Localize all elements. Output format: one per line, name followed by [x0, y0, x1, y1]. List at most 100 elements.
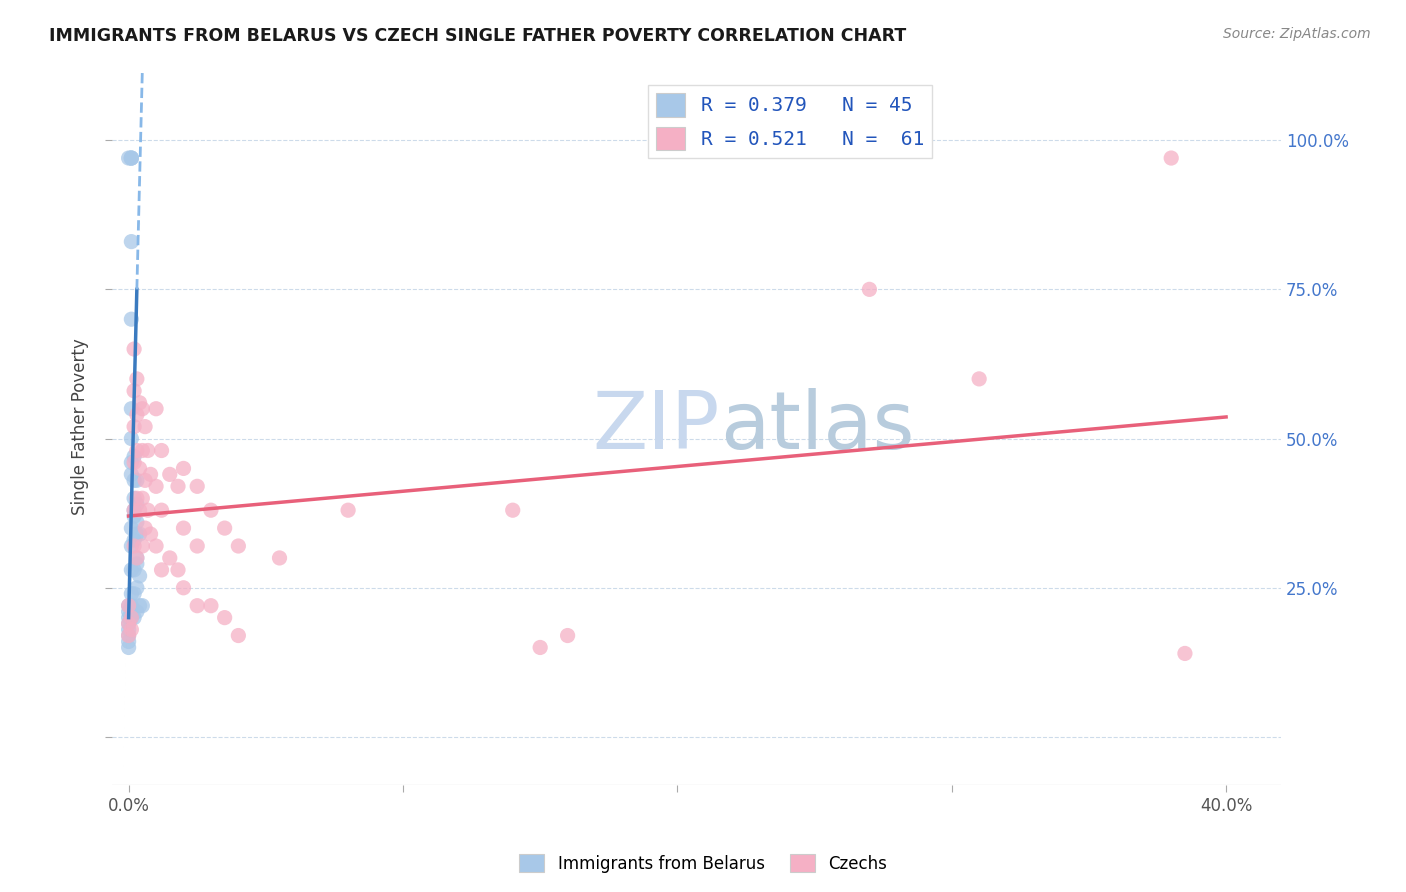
Point — [159, 551, 181, 566]
Point — [134, 419, 156, 434]
Point — [117, 599, 139, 613]
Point — [117, 628, 139, 642]
Point — [131, 539, 153, 553]
Point — [337, 503, 360, 517]
Point — [228, 628, 250, 642]
Point — [128, 461, 150, 475]
Point — [122, 587, 145, 601]
Point — [120, 401, 142, 416]
Point — [117, 599, 139, 613]
Point — [186, 479, 208, 493]
Point — [122, 419, 145, 434]
Point — [173, 581, 195, 595]
Point — [120, 312, 142, 326]
Point — [131, 599, 153, 613]
Point — [200, 599, 222, 613]
Point — [122, 563, 145, 577]
Point — [167, 563, 190, 577]
Point — [117, 634, 139, 648]
Point — [150, 443, 173, 458]
Point — [125, 557, 148, 571]
Point — [214, 610, 236, 624]
Point — [1160, 151, 1182, 165]
Y-axis label: Single Father Poverty: Single Father Poverty — [72, 338, 89, 515]
Point — [122, 491, 145, 506]
Point — [128, 396, 150, 410]
Point — [122, 474, 145, 488]
Point — [122, 539, 145, 553]
Point — [529, 640, 551, 655]
Point — [136, 443, 159, 458]
Point — [269, 551, 291, 566]
Point — [134, 521, 156, 535]
Point — [120, 467, 142, 482]
Point — [120, 563, 142, 577]
Point — [120, 151, 142, 165]
Point — [128, 503, 150, 517]
Legend: Immigrants from Belarus, Czechs: Immigrants from Belarus, Czechs — [513, 847, 893, 880]
Point — [125, 515, 148, 529]
Point — [117, 616, 139, 631]
Point — [186, 599, 208, 613]
Point — [136, 503, 159, 517]
Point — [145, 401, 167, 416]
Point — [139, 527, 162, 541]
Point — [214, 521, 236, 535]
Point — [122, 503, 145, 517]
Text: ZIP: ZIP — [592, 388, 720, 466]
Point — [134, 474, 156, 488]
Point — [120, 610, 142, 624]
Point — [150, 503, 173, 517]
Point — [125, 491, 148, 506]
Point — [120, 432, 142, 446]
Point — [117, 616, 139, 631]
Point — [120, 151, 142, 165]
Point — [159, 467, 181, 482]
Point — [173, 521, 195, 535]
Point — [122, 503, 145, 517]
Point — [120, 521, 142, 535]
Point — [120, 235, 142, 249]
Point — [120, 623, 142, 637]
Point — [858, 282, 880, 296]
Point — [120, 455, 142, 469]
Text: Source: ZipAtlas.com: Source: ZipAtlas.com — [1223, 27, 1371, 41]
Point — [120, 539, 142, 553]
Text: IMMIGRANTS FROM BELARUS VS CZECH SINGLE FATHER POVERTY CORRELATION CHART: IMMIGRANTS FROM BELARUS VS CZECH SINGLE … — [49, 27, 907, 45]
Point — [150, 563, 173, 577]
Point — [122, 455, 145, 469]
Point — [122, 450, 145, 464]
Point — [167, 479, 190, 493]
Point — [125, 497, 148, 511]
Point — [131, 491, 153, 506]
Point — [117, 623, 139, 637]
Point — [125, 443, 148, 458]
Point — [557, 628, 579, 642]
Point — [1174, 647, 1197, 661]
Point — [128, 599, 150, 613]
Point — [131, 401, 153, 416]
Point — [125, 581, 148, 595]
Point — [125, 551, 148, 566]
Legend: R = 0.379   N = 45, R = 0.521   N =  61: R = 0.379 N = 45, R = 0.521 N = 61 — [648, 86, 932, 158]
Point — [125, 605, 148, 619]
Point — [122, 384, 145, 398]
Point — [117, 628, 139, 642]
Point — [117, 605, 139, 619]
Point — [186, 539, 208, 553]
Point — [125, 527, 148, 541]
Point — [122, 342, 145, 356]
Point — [125, 551, 148, 566]
Point — [228, 539, 250, 553]
Point — [120, 587, 142, 601]
Point — [122, 533, 145, 547]
Point — [139, 467, 162, 482]
Text: atlas: atlas — [720, 388, 914, 466]
Point — [125, 408, 148, 422]
Point — [120, 599, 142, 613]
Point — [128, 569, 150, 583]
Point — [120, 610, 142, 624]
Point — [145, 479, 167, 493]
Point — [173, 461, 195, 475]
Point — [131, 443, 153, 458]
